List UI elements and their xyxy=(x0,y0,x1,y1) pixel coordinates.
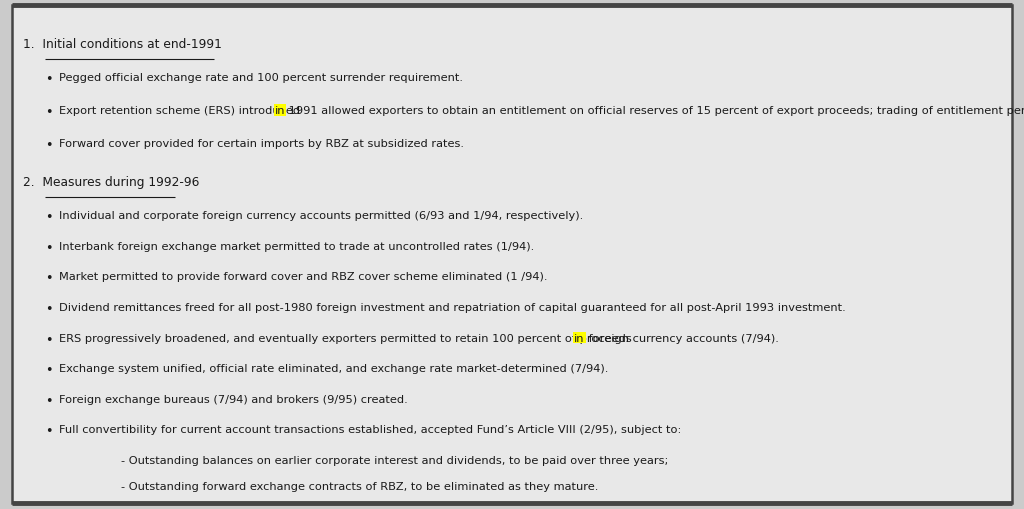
Text: •: • xyxy=(45,302,52,315)
Text: in: in xyxy=(574,333,585,343)
Text: Export retention scheme (ERS) introduced: Export retention scheme (ERS) introduced xyxy=(59,106,304,116)
Text: •: • xyxy=(45,333,52,346)
Text: 1991 allowed exporters to obtain an entitlement on official reserves of 15 perce: 1991 allowed exporters to obtain an enti… xyxy=(286,106,1024,116)
Text: Capital restrictions on foreign direct investment have been eased over the perio: Capital restrictions on foreign direct i… xyxy=(59,508,529,509)
FancyBboxPatch shape xyxy=(12,6,1012,503)
Text: Foreign exchange bureaus (7/94) and brokers (9/95) created.: Foreign exchange bureaus (7/94) and brok… xyxy=(59,394,409,404)
Text: Individual and corporate foreign currency accounts permitted (6/93 and 1/94, res: Individual and corporate foreign currenc… xyxy=(59,211,584,221)
Text: - Outstanding balances on earlier corporate interest and dividends, to be paid o: - Outstanding balances on earlier corpor… xyxy=(121,455,669,465)
Text: Pegged official exchange rate and 100 percent surrender requirement.: Pegged official exchange rate and 100 pe… xyxy=(59,73,464,83)
Text: 1.  Initial conditions at end-1991: 1. Initial conditions at end-1991 xyxy=(23,38,221,51)
Text: •: • xyxy=(45,73,52,86)
Text: Full convertibility for current account transactions established, accepted Fund’: Full convertibility for current account … xyxy=(59,425,682,435)
Text: •: • xyxy=(45,363,52,376)
Text: ERS progressively broadened, and eventually exporters permitted to retain 100 pe: ERS progressively broadened, and eventua… xyxy=(59,333,636,343)
Text: Forward cover provided for certain imports by RBZ at subsidized rates.: Forward cover provided for certain impor… xyxy=(59,139,465,149)
Text: Interbank foreign exchange market permitted to trade at uncontrolled rates (1/94: Interbank foreign exchange market permit… xyxy=(59,241,535,251)
Text: •: • xyxy=(45,508,52,509)
Text: •: • xyxy=(45,425,52,437)
Text: •: • xyxy=(45,241,52,254)
Text: •: • xyxy=(45,211,52,223)
Text: foreign currency accounts (7/94).: foreign currency accounts (7/94). xyxy=(585,333,778,343)
Text: Dividend remittances freed for all post-1980 foreign investment and repatriation: Dividend remittances freed for all post-… xyxy=(59,302,846,313)
Text: 2.  Measures during 1992-96: 2. Measures during 1992-96 xyxy=(23,176,199,189)
Text: Exchange system unified, official rate eliminated, and exchange rate market-dete: Exchange system unified, official rate e… xyxy=(59,363,608,374)
Text: •: • xyxy=(45,139,52,152)
Text: Market permitted to provide forward cover and RBZ cover scheme eliminated (1 /94: Market permitted to provide forward cove… xyxy=(59,272,548,282)
Text: •: • xyxy=(45,394,52,407)
Text: •: • xyxy=(45,272,52,285)
Text: - Outstanding forward exchange contracts of RBZ, to be eliminated as they mature: - Outstanding forward exchange contracts… xyxy=(121,482,598,492)
Text: •: • xyxy=(45,106,52,119)
Text: in: in xyxy=(274,106,286,116)
